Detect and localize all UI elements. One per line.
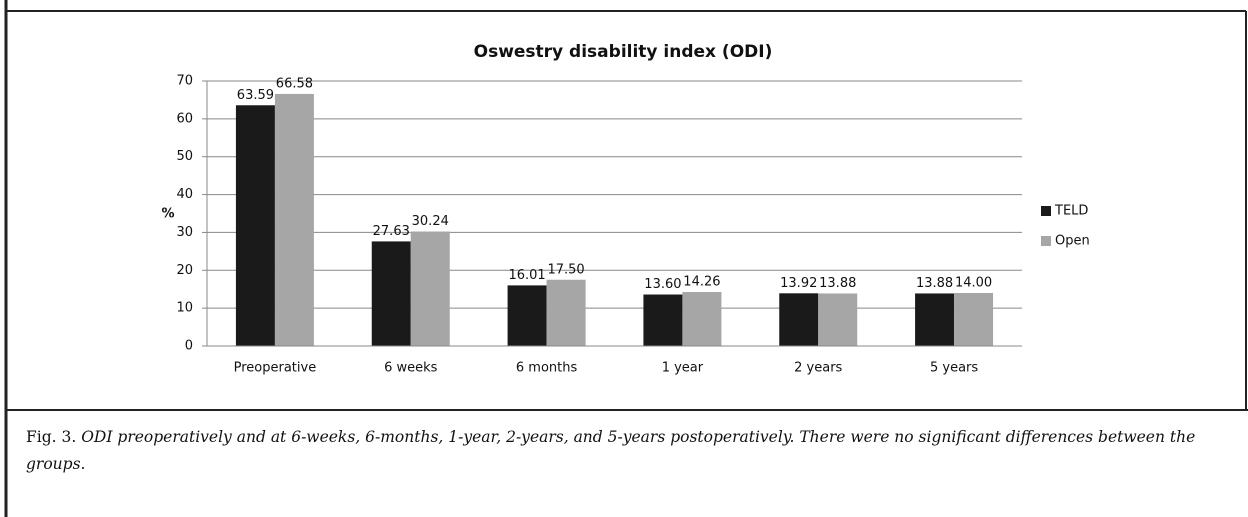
- value-label: 17.50: [547, 262, 584, 277]
- legend-label: Open: [1055, 234, 1090, 249]
- caption-label: Fig. 3.: [26, 428, 77, 446]
- bar: [779, 293, 819, 346]
- caption: Fig. 3. ODI preoperatively and at 6-week…: [26, 424, 1226, 478]
- value-label: 30.24: [412, 214, 449, 229]
- bar: [410, 231, 450, 346]
- bar: [235, 105, 275, 347]
- bar: [818, 293, 858, 346]
- y-tick-label: 50: [176, 149, 193, 164]
- caption-text: ODI preoperatively and at 6-weeks, 6-mon…: [26, 428, 1196, 473]
- legend-label: TELD: [1054, 204, 1088, 219]
- bar: [546, 279, 586, 346]
- bar: [274, 93, 314, 346]
- bar: [507, 285, 547, 346]
- y-tick-label: 30: [176, 225, 193, 240]
- y-tick-label: 40: [176, 187, 193, 202]
- value-label: 13.92: [780, 276, 817, 291]
- y-tick-label: 0: [185, 339, 193, 354]
- y-tick-label: 20: [176, 263, 193, 278]
- value-label: 27.63: [373, 224, 410, 239]
- bar: [643, 294, 683, 346]
- bar: [371, 241, 411, 346]
- value-label: 16.01: [508, 268, 545, 283]
- chart-title: Oswestry disability index (ODI): [474, 42, 773, 62]
- legend-swatch: [1041, 206, 1051, 216]
- bar: [954, 293, 994, 346]
- value-label: 14.00: [955, 276, 992, 291]
- y-tick-label: 10: [176, 301, 193, 316]
- x-tick-label: 1 year: [662, 361, 704, 376]
- y-axis-label: %: [161, 207, 174, 222]
- value-label: 14.26: [683, 275, 720, 290]
- value-label: 13.60: [644, 277, 681, 292]
- y-tick-label: 60: [176, 111, 193, 126]
- bar: [915, 293, 955, 346]
- x-tick-label: 6 months: [516, 361, 578, 376]
- y-tick-label: 70: [176, 74, 193, 89]
- legend-swatch: [1041, 236, 1051, 246]
- value-label: 13.88: [916, 276, 953, 291]
- x-tick-label: 5 years: [930, 361, 978, 376]
- value-label: 66.58: [276, 76, 313, 91]
- value-label: 63.59: [237, 88, 274, 103]
- value-label: 13.88: [819, 276, 856, 291]
- x-tick-label: 6 weeks: [384, 361, 438, 376]
- x-tick-label: Preoperative: [234, 361, 317, 376]
- bar: [682, 292, 722, 346]
- x-tick-label: 2 years: [794, 361, 842, 376]
